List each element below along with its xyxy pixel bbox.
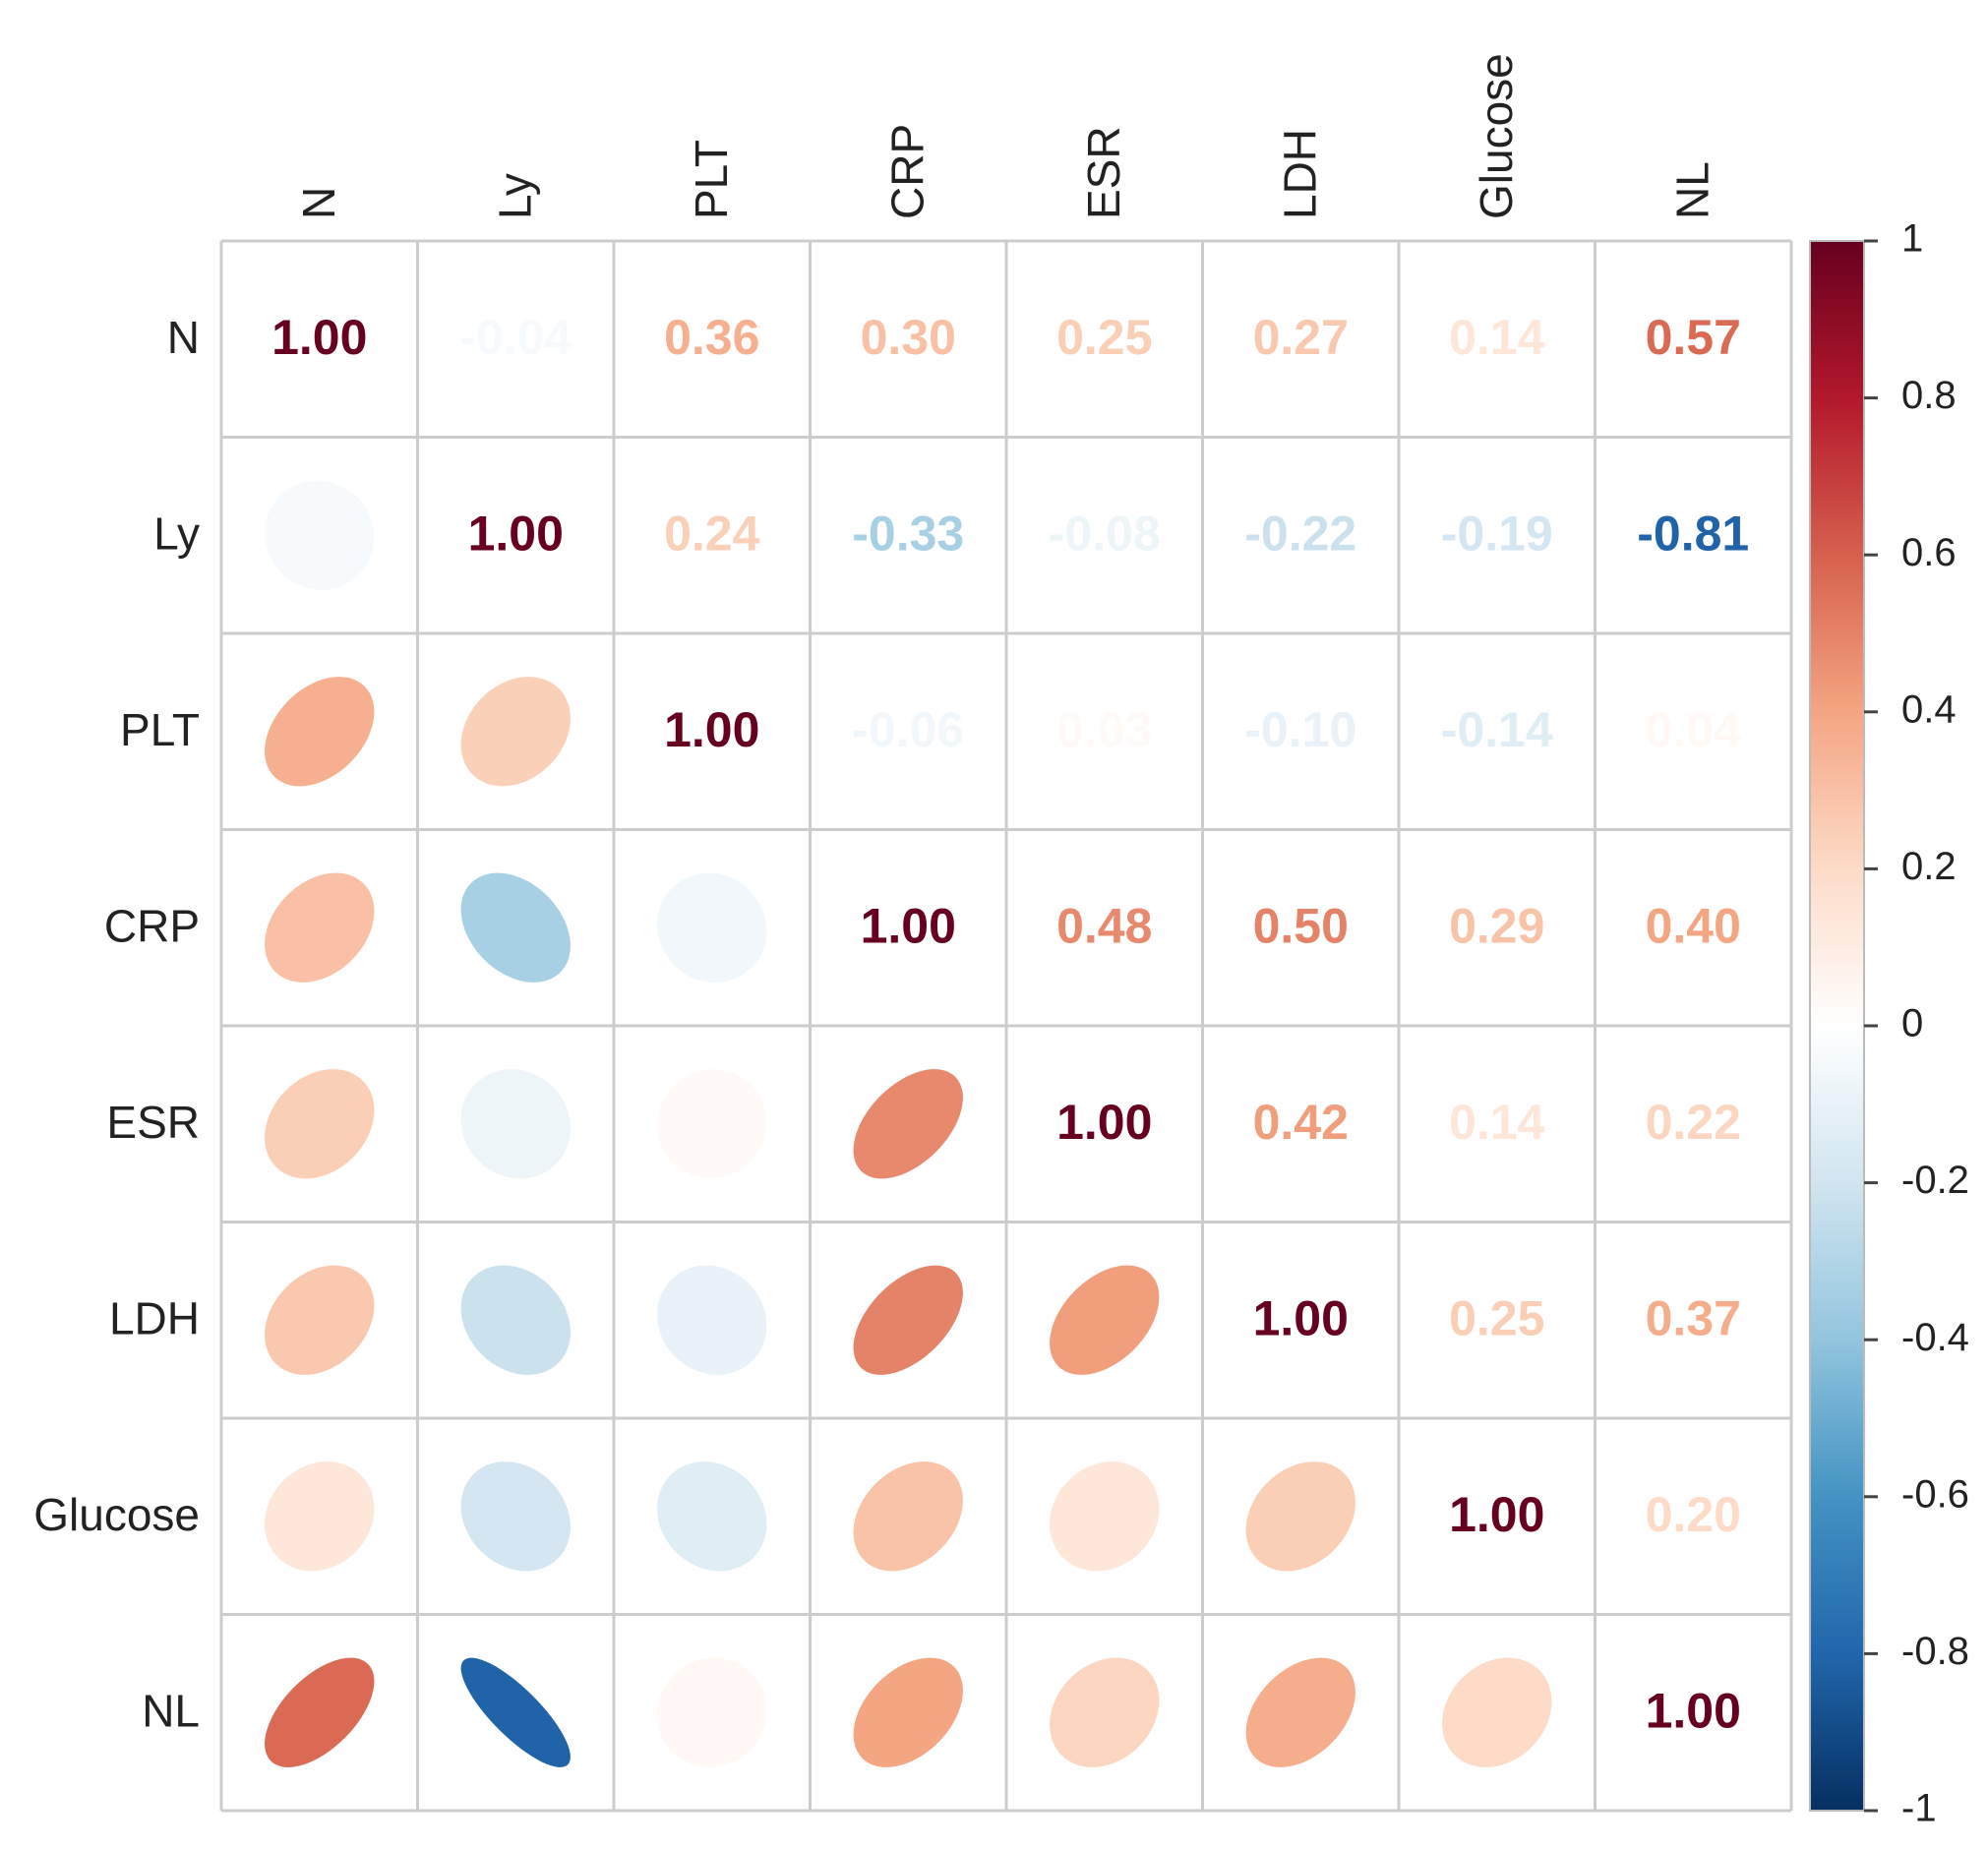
corr-ellipse-glucose-ly [460,1461,571,1572]
color-legend-tick-label: 0.4 [1901,687,1957,731]
color-legend-tick-label: 0 [1901,1002,1923,1045]
color-legend-tick-label: -0.6 [1901,1472,1969,1516]
corr-value-plt-esr: 0.03 [1056,702,1152,757]
corr-ellipse-crp-ly [460,872,571,983]
corr-ellipse-esr-n [265,1069,375,1179]
corr-value-crp-crp: 1.00 [861,898,956,953]
corr-ellipse-esr-ly [460,1069,571,1179]
corr-ellipse-nl-glucose [1442,1657,1552,1767]
corr-value-ly-esr: -0.08 [1049,506,1161,561]
corr-ellipse-glucose-n [265,1461,375,1572]
corr-value-ly-glucose: -0.19 [1441,506,1553,561]
column-label-ldh: LDH [1274,129,1325,219]
row-labels: N Ly PLT CRP ESR LDH Glucose NL [33,312,200,1737]
corr-ellipse-plt-n [265,677,375,787]
corr-ellipse-esr-crp [853,1069,963,1179]
color-legend-tick-label: 1 [1901,217,1923,261]
corr-value-ldh-ldh: 1.00 [1253,1290,1349,1345]
row-label-nl: NL [142,1685,200,1736]
corr-ellipse-nl-crp [853,1657,963,1767]
color-legend-bar [1809,240,1865,1812]
corr-value-n-ldh: 0.27 [1253,310,1349,365]
corr-value-crp-esr: 0.48 [1056,898,1152,953]
row-label-plt: PLT [120,704,200,755]
corr-value-crp-glucose: 0.29 [1449,898,1544,953]
corr-value-glucose-nl: 0.20 [1646,1487,1741,1542]
corr-value-ly-ldh: -0.22 [1244,506,1356,561]
corr-ellipse-ldh-crp [853,1265,963,1375]
corr-value-esr-ldh: 0.42 [1253,1095,1349,1150]
corr-ellipse-nl-esr [1050,1657,1160,1767]
row-label-crp: CRP [104,900,200,951]
corr-value-n-esr: 0.25 [1056,310,1152,365]
row-label-ly: Ly [153,507,200,559]
corr-value-glucose-glucose: 1.00 [1449,1487,1544,1542]
corr-ellipse-esr-plt [657,1069,767,1179]
corr-value-ly-crp: -0.33 [852,506,964,561]
corr-value-plt-ldh: -0.10 [1244,702,1356,757]
corr-value-ldh-nl: 0.37 [1646,1290,1741,1345]
corr-value-ly-plt: 0.24 [664,506,760,561]
row-label-n: N [167,312,200,363]
corr-value-crp-nl: 0.40 [1646,898,1741,953]
corr-value-n-crp: 0.30 [861,310,956,365]
corr-ellipse-crp-n [265,872,375,983]
column-label-ly: Ly [489,173,540,219]
row-label-ldh: LDH [109,1292,200,1343]
grid [219,239,1793,1813]
column-label-esr: ESR [1078,126,1129,219]
row-label-esr: ESR [106,1097,200,1148]
corr-ellipse-glucose-crp [853,1461,963,1572]
corr-ellipse-glucose-plt [657,1461,767,1572]
corr-ellipse-ldh-plt [657,1265,767,1375]
color-legend-tick-label: 0.6 [1901,531,1957,574]
color-legend-tick-label: -1 [1901,1787,1937,1830]
corr-value-esr-glucose: 0.14 [1449,1095,1545,1150]
corr-ellipse-plt-ly [460,677,571,787]
corr-value-ly-nl: -0.81 [1637,506,1749,561]
corr-ellipse-ldh-n [265,1265,375,1375]
matrix-cells: 1.00 -0.04 0.36 0.30 0.25 0.27 0.14 0.57 1.00 0.2… [265,310,1749,1767]
corr-value-plt-plt: 1.00 [664,702,759,757]
column-labels: N Ly PLT CRP ESR LDH Glucose NL [293,53,1718,219]
corr-value-ldh-glucose: 0.25 [1449,1290,1544,1345]
color-legend-tick-label: -0.8 [1901,1630,1969,1673]
corr-value-n-n: 1.00 [271,310,367,365]
corr-ellipse-ldh-esr [1050,1265,1160,1375]
color-legend-tick-label: -0.2 [1901,1159,1969,1202]
corr-ellipse-glucose-esr [1050,1461,1160,1572]
color-legend-tick-label: 0.8 [1901,374,1957,417]
corr-value-plt-glucose: -0.14 [1441,702,1553,757]
column-label-glucose: Glucose [1471,53,1522,219]
corr-value-n-ly: -0.04 [459,310,572,365]
corr-ellipse-ldh-ly [460,1265,571,1375]
corr-ellipse-ly-n [265,480,375,590]
column-label-plt: PLT [686,140,737,219]
corr-ellipse-crp-plt [657,872,767,983]
column-label-crp: CRP [881,124,933,219]
column-label-nl: NL [1666,161,1717,219]
corr-value-crp-ldh: 0.50 [1253,898,1349,953]
corr-ellipse-nl-n [265,1657,375,1767]
corr-value-n-plt: 0.36 [664,310,759,365]
corr-ellipse-nl-ly [460,1657,571,1767]
corr-value-nl-nl: 1.00 [1646,1683,1741,1738]
corr-value-n-glucose: 0.14 [1449,310,1545,365]
color-legend-tick-label: -0.4 [1901,1316,1969,1359]
corr-value-ly-ly: 1.00 [468,506,564,561]
corr-value-plt-crp: -0.06 [852,702,964,757]
corr-ellipse-glucose-ldh [1245,1461,1355,1572]
corr-ellipse-nl-plt [657,1657,767,1767]
corr-ellipse-nl-ldh [1245,1657,1355,1767]
corr-value-esr-esr: 1.00 [1056,1095,1152,1150]
corr-value-esr-nl: 0.22 [1646,1095,1741,1150]
corr-value-n-nl: 0.57 [1646,310,1741,365]
corr-value-plt-nl: 0.04 [1646,702,1742,757]
row-label-glucose: Glucose [33,1489,200,1540]
color-legend: 1 0.8 0.6 0.4 0.2 0 -0.2 -0.4 -0.6 -0.8 -1 [1809,217,1969,1830]
column-label-n: N [293,187,344,219]
color-legend-tick-label: 0.2 [1901,845,1957,888]
